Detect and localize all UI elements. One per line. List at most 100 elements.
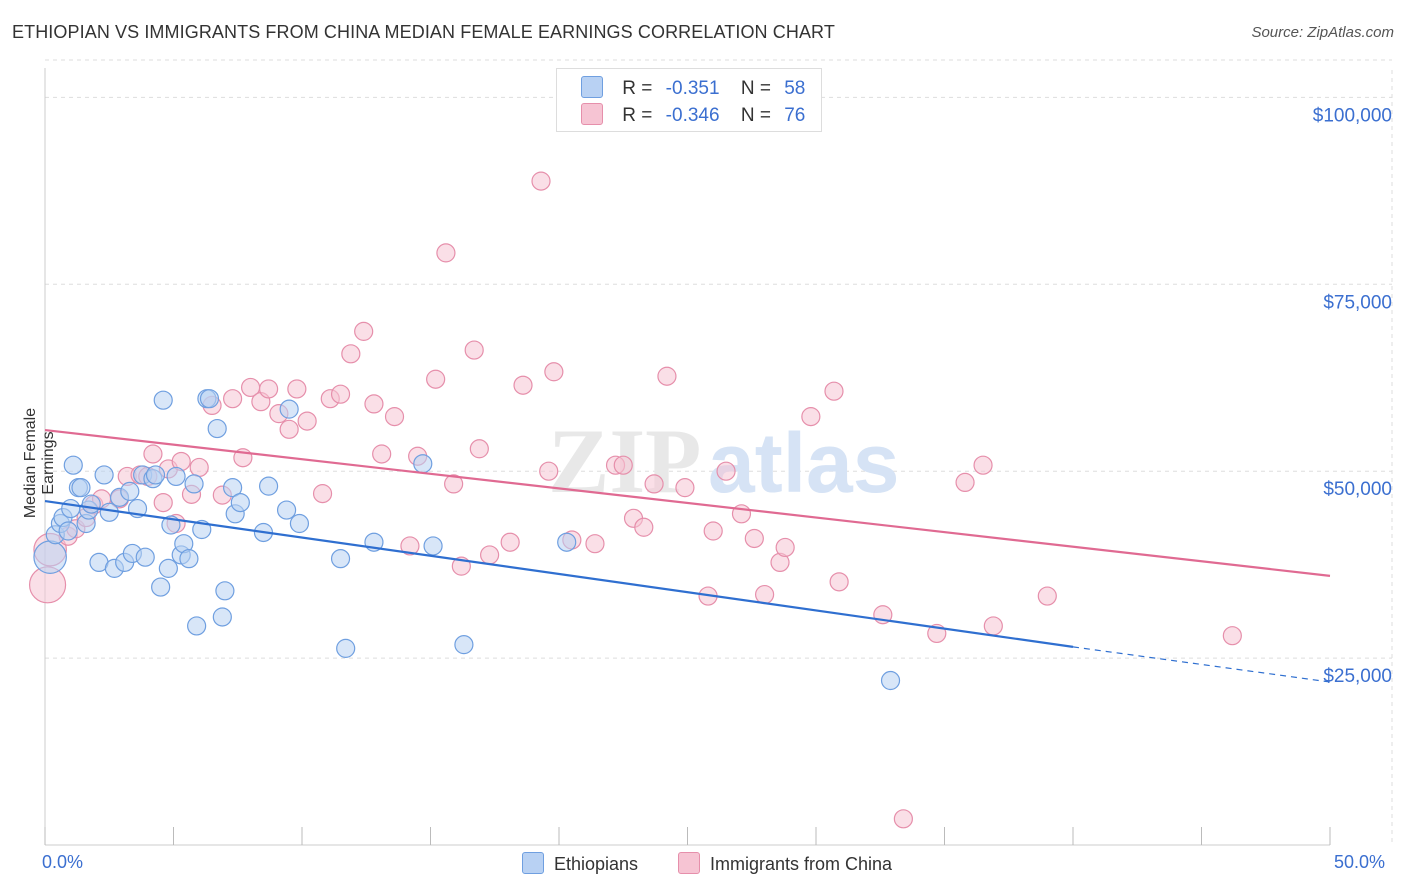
series-legend-label: Immigrants from China — [710, 854, 893, 874]
china-swatch — [678, 852, 700, 874]
ethiopians-point — [120, 481, 140, 501]
legend-row-ethiopians: R = -0.351 N = 58 — [581, 76, 805, 99]
china-point — [464, 340, 484, 360]
ethiopians-point — [423, 536, 443, 556]
ethiopians-point — [454, 635, 474, 655]
china-point — [983, 616, 1003, 636]
ethiopians-point — [135, 547, 155, 567]
ethiopians-point — [880, 670, 901, 691]
ethiopians-trend-extension — [1072, 646, 1331, 683]
china-point — [400, 536, 420, 556]
ethiopians-point — [336, 638, 356, 658]
x-tick-max: 50.0% — [1334, 852, 1386, 872]
ethiopians-point — [33, 540, 67, 574]
china-point — [893, 809, 913, 829]
ethiopians-point — [223, 478, 243, 498]
legend-r-label: R = — [622, 105, 653, 126]
china-point — [675, 478, 695, 498]
china-point — [657, 366, 677, 386]
china-point — [539, 461, 559, 481]
china-point — [531, 171, 551, 191]
china-point — [143, 444, 163, 464]
china-point — [223, 389, 243, 409]
china-point — [153, 492, 173, 513]
china-point — [354, 321, 374, 341]
china-point — [544, 362, 564, 382]
china-point — [279, 419, 299, 439]
china-point — [469, 439, 489, 459]
ethiopians-point — [230, 492, 250, 513]
ethiopians-point — [151, 577, 171, 597]
y-tick-label: $100,000 — [1313, 105, 1392, 126]
china-point — [364, 394, 384, 414]
ethiopians-point — [61, 498, 81, 519]
series-legend-label: Ethiopians — [554, 854, 639, 874]
ethiopians-point — [166, 466, 186, 487]
ethiopians-point — [58, 521, 78, 541]
china-point — [500, 532, 520, 552]
ethiopians-point — [71, 478, 91, 498]
china-point — [703, 521, 723, 541]
china-point — [426, 369, 446, 389]
watermark-atlas: atlas — [708, 416, 899, 510]
ethiopians-point — [276, 500, 297, 520]
legend-n-label: N = — [740, 78, 771, 99]
ethiopians-point — [279, 399, 299, 419]
ethiopians-swatch — [581, 76, 603, 98]
china-point — [754, 584, 775, 605]
legend-row-china: R = -0.346 N = 76 — [581, 103, 806, 126]
ethiopians-point — [94, 465, 114, 485]
china-point — [613, 455, 633, 475]
ethiopians-trend-line — [44, 500, 1074, 648]
y-axis-label: Median Female Earnings — [22, 407, 57, 519]
ethiopians-swatch — [522, 852, 544, 874]
china-point — [716, 461, 736, 481]
china-point — [1222, 626, 1242, 646]
legend-r-value: -0.351 — [665, 78, 720, 99]
china-point — [775, 537, 795, 558]
ethiopians-point — [158, 558, 178, 578]
watermark: ZIP atlas — [548, 410, 899, 512]
china-point — [444, 474, 464, 494]
ethiopians-point — [63, 455, 83, 475]
china-point — [744, 528, 764, 549]
ethiopians-point — [215, 581, 235, 601]
china-point — [297, 411, 317, 431]
ethiopians-point — [413, 454, 433, 474]
source-label: Source: ZipAtlas.com — [1251, 24, 1394, 41]
china-point — [436, 243, 456, 263]
series-legend: Ethiopians Immigrants from China — [0, 852, 1406, 878]
ethiopians-point — [145, 465, 166, 485]
china-point — [644, 474, 664, 494]
legend-r-label: R = — [622, 78, 653, 99]
x-tick-min: 0.0% — [42, 852, 84, 872]
ethiopians-point — [289, 513, 310, 534]
ethiopians-point — [199, 389, 220, 409]
legend-r-value: -0.346 — [665, 105, 720, 126]
china-point — [955, 472, 975, 493]
y-tick-label: $75,000 — [1323, 292, 1392, 313]
ethiopians-point — [258, 476, 279, 496]
ethiopians-point — [184, 474, 204, 494]
china-point — [384, 407, 405, 427]
ethiopians-point — [207, 418, 227, 439]
legend-n-value: 76 — [784, 105, 806, 126]
y-tick-label: $50,000 — [1323, 479, 1392, 500]
china-point — [801, 407, 821, 427]
correlation-legend: R = -0.351 N = 58 R = -0.346 N = 76 — [556, 68, 822, 132]
china-point — [372, 444, 392, 464]
china-point — [287, 379, 307, 399]
series-legend-china[interactable]: Immigrants from China — [678, 852, 892, 875]
china-point — [189, 457, 209, 478]
ethiopians-point — [153, 390, 173, 410]
china-point — [973, 455, 993, 475]
china-point — [513, 375, 533, 395]
ethiopians-point — [179, 549, 199, 569]
series-legend-ethiopians[interactable]: Ethiopians — [522, 852, 638, 875]
china-point — [585, 534, 605, 554]
ethiopians-point — [187, 616, 207, 636]
chart-title: ETHIOPIAN VS IMMIGRANTS FROM CHINA MEDIA… — [12, 22, 835, 42]
legend-n-label: N = — [740, 105, 771, 126]
ethiopians-point — [81, 494, 101, 514]
